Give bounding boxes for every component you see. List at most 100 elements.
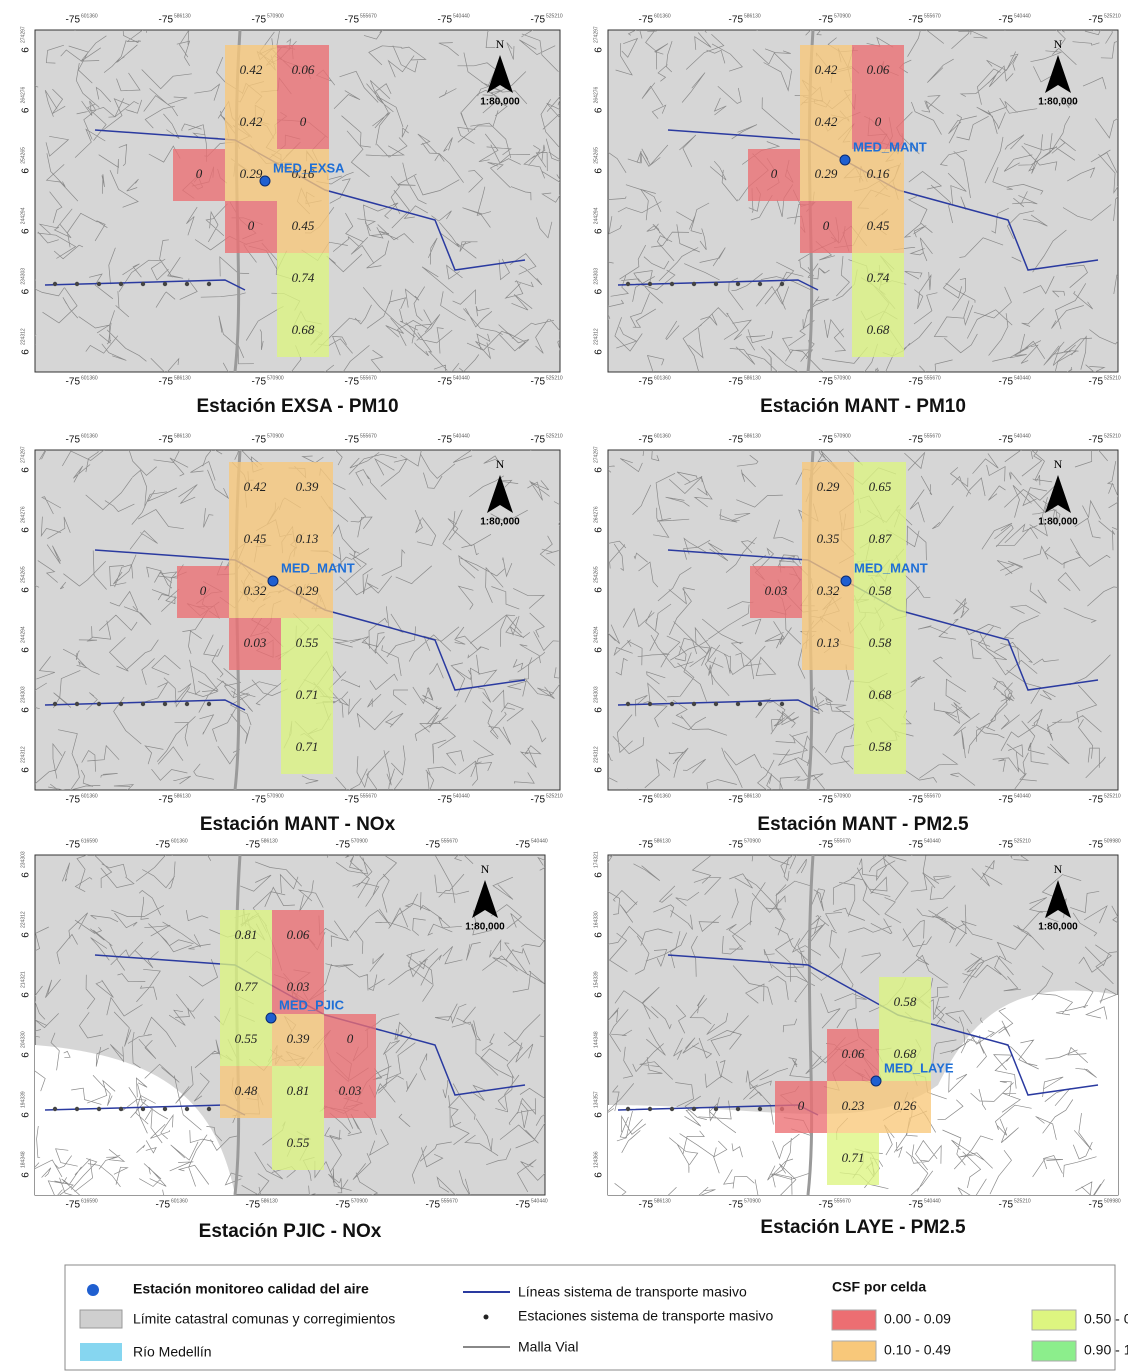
x-tick-label: 586130	[174, 375, 191, 381]
legend-symbol	[87, 1284, 99, 1296]
y-tick-label: 274297	[20, 26, 26, 43]
x-tick-label: 601360	[654, 13, 671, 19]
y-tick-label: 274297	[20, 446, 26, 463]
x-tick-label: 601360	[81, 433, 98, 439]
y-tick-prefix: 6	[594, 288, 605, 294]
x-tick-prefix: -75	[516, 840, 531, 851]
x-tick-prefix: -75	[246, 1200, 261, 1211]
x-tick-label: 540440	[1014, 793, 1031, 799]
x-tick-prefix: -75	[639, 1200, 654, 1211]
x-tick-label: 540440	[453, 793, 470, 799]
csf-cell	[324, 1066, 376, 1118]
scale-label: 1:80,000	[1038, 517, 1078, 528]
csf-cell	[879, 1081, 931, 1133]
y-tick-label: 274297	[593, 26, 599, 43]
cell-label: 0.06	[842, 1046, 865, 1061]
y-tick-prefix: 6	[21, 467, 32, 473]
x-tick-label: 540440	[1014, 375, 1031, 381]
y-tick-label: 194339	[20, 1091, 26, 1108]
transit-station	[118, 701, 124, 707]
y-tick-label: 214321	[20, 971, 26, 988]
y-tick-prefix: 6	[594, 992, 605, 998]
y-tick-prefix: 6	[21, 349, 32, 355]
csf-cell	[854, 514, 906, 566]
station-marker	[839, 154, 851, 166]
csf-cell	[177, 566, 229, 618]
legend-label: Estación monitoreo calidad del aire	[133, 1281, 369, 1297]
x-tick-label: 509980	[1104, 1198, 1121, 1204]
sea	[35, 1045, 235, 1195]
station-label: MED_MANT	[281, 560, 355, 575]
x-tick-label: 525210	[546, 13, 563, 19]
csf-cell	[827, 1133, 879, 1185]
transit-station	[52, 281, 58, 287]
y-tick-prefix: 6	[21, 1172, 32, 1178]
x-tick-prefix: -75	[159, 15, 174, 26]
x-tick-label: 540440	[453, 433, 470, 439]
x-tick-prefix: -75	[909, 795, 924, 806]
y-tick-prefix: 6	[594, 47, 605, 53]
cell-label: 0.03	[244, 635, 267, 650]
transit-station	[625, 1106, 631, 1112]
csf-cell	[852, 253, 904, 305]
x-tick-prefix: -75	[531, 377, 546, 388]
transit-line	[44, 129, 526, 291]
y-tick-prefix: 6	[594, 168, 605, 174]
csf-cell	[800, 201, 852, 253]
x-tick-prefix: -75	[1089, 795, 1104, 806]
y-tick-label: 224312	[593, 328, 599, 345]
x-tick-label: 601360	[81, 793, 98, 799]
x-tick-label: 555670	[360, 13, 377, 19]
y-tick-label: 124366	[593, 1151, 599, 1168]
panel-title: Estación MANT - PM10	[760, 396, 966, 417]
x-tick-label: 555670	[834, 1198, 851, 1204]
cell-label: 0	[347, 1031, 354, 1046]
x-tick-label: 616590	[81, 838, 98, 844]
legend-label: Estaciones sistema de transporte masivo	[518, 1308, 773, 1324]
x-tick-prefix: -75	[438, 435, 453, 446]
csf-cell	[879, 977, 931, 1029]
cell-label: 0.48	[235, 1083, 258, 1098]
csf-cell	[802, 618, 854, 670]
x-tick-label: 540440	[531, 838, 548, 844]
x-tick-label: 601360	[654, 433, 671, 439]
csf-cell	[229, 514, 281, 566]
x-tick-label: 525210	[546, 375, 563, 381]
y-tick-prefix: 6	[21, 107, 32, 113]
x-tick-prefix: -75	[819, 1200, 834, 1211]
y-tick-prefix: 6	[594, 1052, 605, 1058]
transit-station	[74, 281, 80, 287]
x-tick-label: 586130	[261, 1198, 278, 1204]
csf-cell	[277, 201, 329, 253]
cell-label: 0.55	[235, 1031, 258, 1046]
transit-station	[184, 281, 190, 287]
csf-cell	[852, 97, 904, 149]
csf-cell	[852, 149, 904, 201]
x-tick-prefix: -75	[252, 15, 267, 26]
x-tick-prefix: -75	[729, 840, 744, 851]
map-content: 0.81 0.06 0.77 0.03 0.55 0.39 0 0.48 0.81 0.03 0.5…	[35, 855, 545, 1195]
cell-label: 0.29	[296, 583, 319, 598]
y-tick-label: 234303	[593, 268, 599, 285]
y-tick-prefix: 6	[21, 767, 32, 773]
y-tick-label: 184348	[20, 1151, 26, 1168]
x-tick-prefix: -75	[336, 840, 351, 851]
x-tick-label: 540440	[924, 1198, 941, 1204]
cell-label: 0.45	[244, 531, 267, 546]
panel-title: Estación MANT - NOx	[200, 814, 396, 835]
cell-label: 0.16	[292, 166, 315, 181]
transit-station	[779, 281, 785, 287]
y-tick-prefix: 6	[21, 228, 32, 234]
x-tick-prefix: -75	[345, 795, 360, 806]
transit-station	[735, 1106, 741, 1112]
csf-cell	[229, 566, 281, 618]
station-marker	[259, 175, 271, 187]
x-tick-prefix: -75	[999, 1200, 1014, 1211]
csf-cell	[272, 962, 324, 1014]
csf-cell	[281, 514, 333, 566]
transit-line	[44, 549, 526, 711]
transit-station	[140, 281, 146, 287]
transit-station	[96, 1106, 102, 1112]
transit-station	[713, 1106, 719, 1112]
station-label: MED_EXSA	[273, 160, 345, 175]
